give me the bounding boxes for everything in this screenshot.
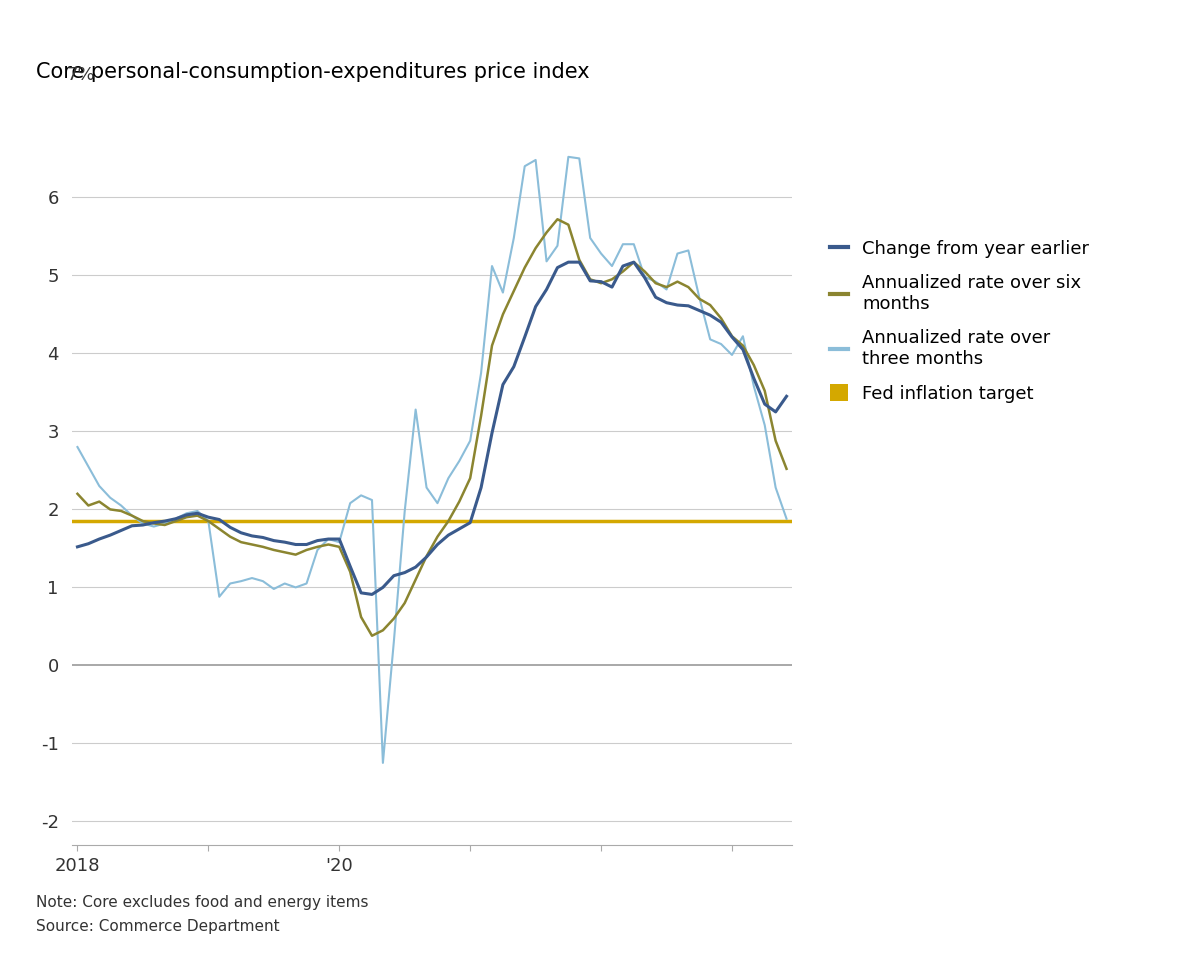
Text: Core personal-consumption-expenditures price index: Core personal-consumption-expenditures p… — [36, 62, 589, 83]
Legend: Change from year earlier, Annualized rate over six
months, Annualized rate over
: Change from year earlier, Annualized rat… — [830, 240, 1090, 402]
Text: Note: Core excludes food and energy items: Note: Core excludes food and energy item… — [36, 895, 368, 910]
Text: 7%: 7% — [66, 66, 95, 84]
Text: Source: Commerce Department: Source: Commerce Department — [36, 920, 280, 934]
